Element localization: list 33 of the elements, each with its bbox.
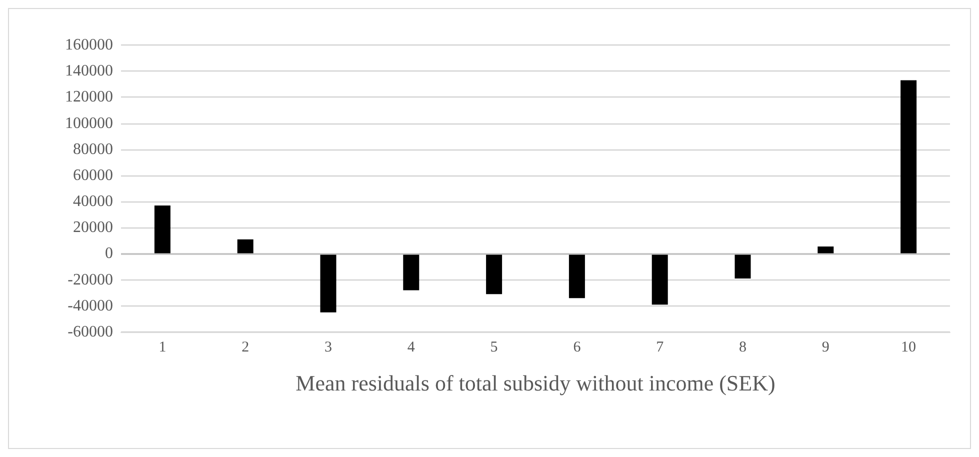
x-tick-label: 5: [490, 340, 498, 356]
y-tick-label: 60000: [73, 166, 113, 184]
y-tick-label: 100000: [65, 114, 113, 132]
bar: [818, 246, 834, 254]
x-tick-label: 7: [656, 340, 664, 356]
x-tick-label: 1: [158, 340, 166, 356]
y-tick-label: -60000: [68, 324, 113, 340]
x-tick-label: 4: [407, 340, 416, 356]
x-tick-label: 10: [901, 340, 916, 356]
bar: [237, 239, 254, 254]
y-tick-label: -20000: [68, 271, 113, 288]
bar: [320, 254, 336, 312]
x-tick-label: 3: [324, 340, 332, 356]
x-tick-label: 9: [822, 340, 830, 356]
y-tick-label: 120000: [65, 88, 113, 106]
x-tick-label: 8: [739, 340, 746, 356]
y-tick-label: 80000: [73, 140, 113, 158]
bar: [900, 80, 917, 254]
y-tick-label: 0: [105, 245, 113, 262]
y-tick-label: 160000: [65, 36, 113, 54]
x-tick-label: 6: [573, 340, 582, 356]
y-tick-label: 40000: [73, 193, 113, 210]
x-tick-label: 2: [242, 340, 250, 356]
y-tick-label: -40000: [68, 297, 113, 314]
bar: [486, 254, 502, 294]
bar: [154, 205, 170, 254]
y-tick-label: 20000: [73, 219, 113, 236]
bar: [734, 254, 751, 279]
x-axis-title: Mean residuals of total subsidy without income (SEK): [296, 370, 776, 396]
bar: [403, 254, 420, 290]
bar: [652, 254, 668, 305]
bar: [568, 254, 585, 298]
y-tick-label: 140000: [65, 62, 113, 80]
